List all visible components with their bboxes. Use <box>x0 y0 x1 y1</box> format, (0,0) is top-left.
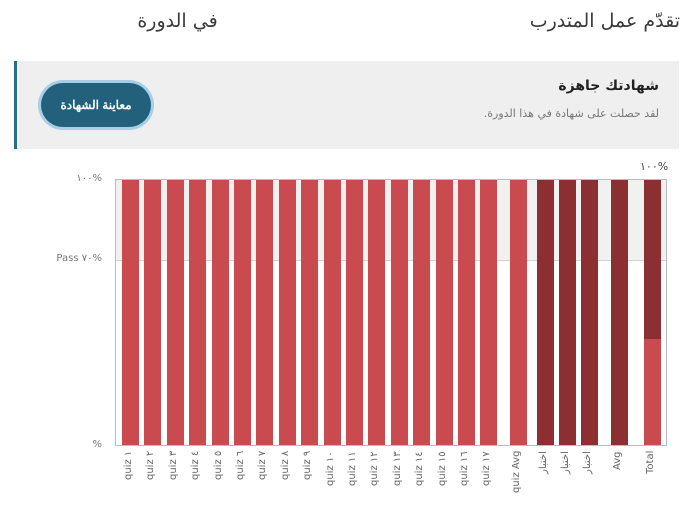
x-axis-label: quiz ١٢ <box>369 451 381 486</box>
bar-total-quiz-part <box>644 339 661 445</box>
x-axis-label: quiz ٤ <box>190 451 202 481</box>
x-axis-label: اختبار <box>560 451 571 474</box>
x-axis-label: quiz ٣ <box>167 451 179 481</box>
certificate-title: شهادتك جاهزة <box>558 78 659 94</box>
bar <box>581 180 598 445</box>
bar <box>390 180 408 445</box>
bar <box>537 180 554 445</box>
x-axis-label: quiz ٥ <box>212 451 224 481</box>
bar <box>458 180 475 445</box>
bar <box>189 180 207 445</box>
x-axis-label: quiz ٩ <box>302 451 314 481</box>
bar-total-test-part <box>644 180 661 339</box>
y-tick-0: % <box>92 439 102 450</box>
title-suffix: في الدورة <box>137 10 218 32</box>
bar <box>122 180 139 445</box>
x-axis-label: quiz ١٦ <box>459 451 470 486</box>
bar <box>435 180 453 445</box>
y-tick-100: ١٠٠% <box>76 173 102 184</box>
bar <box>301 180 319 445</box>
bar <box>559 180 576 445</box>
bar <box>413 180 431 445</box>
x-axis-label: quiz ١٠ <box>324 451 336 486</box>
x-axis-label: Avg <box>612 451 623 470</box>
bar <box>211 180 229 445</box>
x-axis-label: quiz Avg <box>511 451 522 494</box>
y-tick-pass: Pass ٧٠% <box>56 253 102 264</box>
x-axis-label: quiz ٧ <box>257 451 269 481</box>
chart-plot-area <box>115 179 667 446</box>
bar <box>144 180 162 445</box>
bar <box>611 180 628 445</box>
x-axis-label: quiz ١ <box>123 451 134 481</box>
bar <box>323 180 341 445</box>
certificate-subtitle: لقد حصلت على شهادة في هذا الدورة. <box>483 107 659 120</box>
progress-chart: ١٠٠% Pass ٧٠% % ١٠٠% quiz ١ quiz ٢ quiz ٣ q… <box>0 155 700 520</box>
bar <box>234 180 251 445</box>
x-axis-label: اختبار <box>582 451 593 474</box>
x-axis-label: quiz ١٧ <box>481 451 493 486</box>
x-axis-label: quiz ١٤ <box>414 451 426 486</box>
total-value-label: ١٠٠% <box>640 160 669 173</box>
x-axis-label: quiz ٢ <box>145 451 157 481</box>
bar <box>166 180 184 445</box>
x-axis-label: quiz ٨ <box>279 451 291 481</box>
x-axis-label: quiz ١١ <box>347 451 358 486</box>
bar <box>368 180 386 445</box>
bar <box>278 180 296 445</box>
x-axis-label: اختبار <box>538 451 549 474</box>
x-axis-label: quiz ١٥ <box>436 451 448 486</box>
bar <box>480 180 498 445</box>
bar <box>256 180 274 445</box>
bar <box>346 180 363 445</box>
view-certificate-button[interactable]: معاينة الشهادة <box>41 83 151 127</box>
x-axis-label: quiz ٦ <box>235 451 246 481</box>
title-prefix: تقدّم عمل المتدرب <box>529 10 680 32</box>
page-title: تقدّم عمل المتدرب في الدورة <box>137 10 680 32</box>
x-axis-label: quiz ١٣ <box>391 451 403 486</box>
x-axis-label: Total <box>645 451 656 475</box>
bar <box>510 180 527 445</box>
certificate-panel: شهادتك جاهزة لقد حصلت على شهادة في هذا ا… <box>14 61 679 149</box>
redacted-name <box>224 13 524 27</box>
